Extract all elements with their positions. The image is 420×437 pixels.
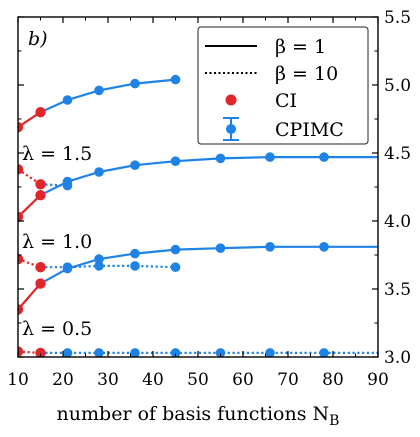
panel-label: b) bbox=[28, 28, 48, 50]
data-point-cpimc-beta1-lambda0-5 bbox=[94, 254, 104, 264]
ticks-layer: 10 20 30 40 50 60 70 80 903.0 3.5 4.0 4.5 5.0 5.5 bbox=[7, 8, 411, 390]
data-point-ci-beta1-lambda1 bbox=[35, 190, 46, 201]
data-point-cpimc-beta1-lambda1-5 bbox=[130, 78, 140, 89]
data-point-ci-beta1-lambda1 bbox=[18, 211, 24, 223]
data-point-cpimc-beta10-lambda0 bbox=[62, 348, 73, 357]
y-tick-label: 3.0 bbox=[384, 348, 411, 368]
data-point-cpimc-beta1-lambda1 bbox=[215, 153, 226, 164]
data-point-ci-beta1-lambda1-5 bbox=[35, 107, 46, 118]
data-point-cpimc-beta10-lambda0 bbox=[130, 348, 140, 357]
data-point-cpimc-beta10-lambda0-5 bbox=[94, 261, 104, 271]
y-tick-label: 3.5 bbox=[384, 280, 411, 300]
legend-cpimc-marker bbox=[226, 124, 236, 134]
data-point-cpimc-beta10-lambda0-5 bbox=[130, 261, 140, 271]
data-point-cpimc-beta10-lambda0 bbox=[215, 348, 226, 357]
data-point-ci-beta10-lambda0-5 bbox=[18, 253, 24, 265]
legend-entry-beta-1: β = 1 bbox=[275, 36, 326, 58]
data-point-cpimc-beta1-lambda0-5 bbox=[265, 242, 275, 252]
y-tick-label: 4.0 bbox=[384, 212, 411, 232]
data-point-ci-beta10-lambda0 bbox=[18, 346, 24, 357]
y-tick-label: 5.0 bbox=[384, 76, 411, 96]
data-point-cpimc-beta10-lambda0 bbox=[319, 348, 329, 357]
data-point-cpimc-beta1-lambda1 bbox=[319, 152, 329, 162]
data-point-ci-beta1-lambda0-5 bbox=[35, 278, 46, 289]
legend-entry-beta-10: β = 10 bbox=[275, 63, 338, 85]
data-point-cpimc-beta10-lambda0 bbox=[170, 348, 181, 357]
series-line-ci-beta10-lambda0 bbox=[18, 350, 41, 354]
legend-entry-ci: CI bbox=[275, 90, 297, 112]
data-point-ci-beta10-lambda1 bbox=[18, 164, 24, 175]
data-point-cpimc-beta1-lambda1 bbox=[130, 160, 140, 170]
x-tick-label: 90 bbox=[367, 370, 389, 390]
data-layer bbox=[18, 74, 378, 357]
x-axis-label-sub: B bbox=[329, 413, 339, 429]
data-point-ci-beta10-lambda0-5 bbox=[35, 262, 46, 273]
data-point-cpimc-beta1-lambda1 bbox=[170, 156, 181, 166]
x-tick-label: 50 bbox=[187, 370, 209, 390]
lambda-label-1-5: λ = 1.5 bbox=[22, 143, 92, 165]
x-tick-label: 10 bbox=[7, 370, 29, 390]
x-axis-label-main: number of basis functions N bbox=[57, 403, 330, 425]
x-tick-label: 80 bbox=[322, 370, 344, 390]
x-axis-label: number of basis functions NB bbox=[57, 403, 340, 429]
series-line-ci-beta1-lambda0-5 bbox=[18, 282, 42, 311]
legend: β = 1 β = 10 CI CPIMC bbox=[197, 26, 369, 145]
data-point-cpimc-beta1-lambda0-5 bbox=[215, 243, 226, 253]
data-point-cpimc-beta1-lambda0-5 bbox=[170, 244, 181, 255]
x-tick-label: 20 bbox=[52, 370, 74, 390]
legend-box bbox=[197, 26, 369, 145]
x-tick-label: 70 bbox=[277, 370, 299, 390]
data-point-ci-beta1-lambda1-5 bbox=[18, 122, 24, 133]
lambda-label-0-5: λ = 0.5 bbox=[22, 318, 92, 340]
series-line-ci-beta1-lambda1 bbox=[18, 194, 42, 218]
data-point-ci-beta1-lambda0-5 bbox=[18, 304, 24, 315]
data-point-cpimc-beta1-lambda1-5 bbox=[62, 95, 73, 105]
data-point-ci-beta10-lambda0 bbox=[35, 347, 46, 357]
y-tick-label: 5.5 bbox=[384, 8, 411, 28]
legend-ci-marker bbox=[225, 94, 237, 106]
x-tick-label: 60 bbox=[232, 370, 254, 390]
data-point-cpimc-beta10-lambda0-5 bbox=[62, 262, 73, 273]
data-point-cpimc-beta10-lambda0 bbox=[94, 348, 104, 357]
lambda-label-1-0: λ = 1.0 bbox=[22, 231, 92, 253]
legend-entry-cpimc: CPIMC bbox=[275, 119, 344, 141]
data-point-cpimc-beta1-lambda0-5 bbox=[319, 242, 329, 252]
data-point-cpimc-beta10-lambda0 bbox=[265, 348, 275, 357]
data-point-cpimc-beta10-lambda0-5 bbox=[170, 262, 181, 273]
data-point-cpimc-beta1-lambda0-5 bbox=[130, 248, 140, 259]
y-tick-label: 4.5 bbox=[384, 144, 411, 164]
x-tick-label: 30 bbox=[97, 370, 119, 390]
x-tick-label: 40 bbox=[142, 370, 164, 390]
data-point-cpimc-beta1-lambda1 bbox=[94, 167, 104, 177]
data-point-cpimc-beta1-lambda1-5 bbox=[170, 74, 181, 85]
data-point-cpimc-beta1-lambda1 bbox=[265, 152, 275, 162]
data-point-cpimc-beta1-lambda1-5 bbox=[94, 85, 104, 96]
data-point-ci-beta10-lambda1 bbox=[35, 179, 46, 190]
data-point-cpimc-beta10-lambda1 bbox=[62, 180, 73, 191]
